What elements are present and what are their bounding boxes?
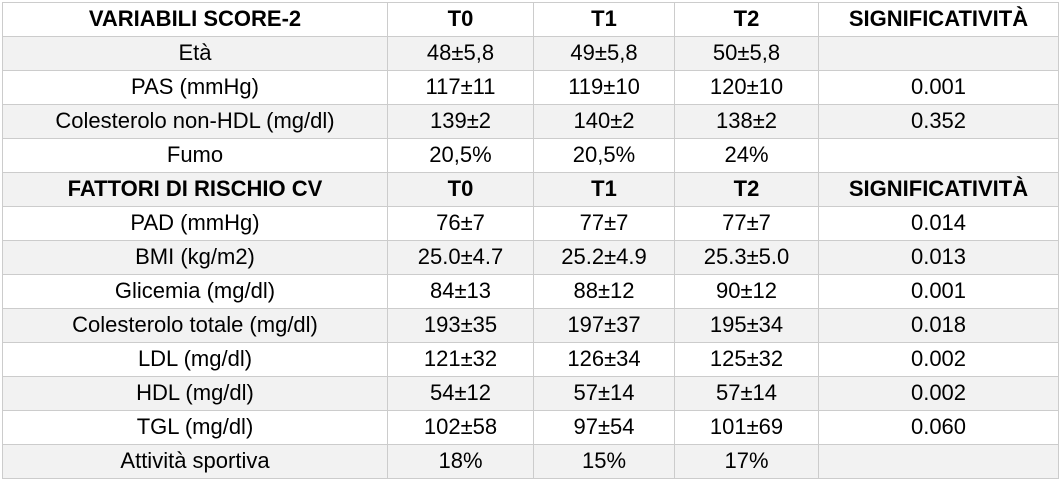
value-cell-t0: 48±5,8 xyxy=(387,36,534,71)
row-label-cell: Glicemia (mg/dl) xyxy=(2,274,388,309)
value-cell-t0: 117±11 xyxy=(387,70,534,105)
row-label-cell: BMI (kg/m2) xyxy=(2,240,388,275)
value-cell-sig xyxy=(818,36,1059,71)
value-cell-t1: 20,5% xyxy=(533,138,675,173)
table-row-ldl: LDL (mg/dl) 121±32 126±34 125±32 0.002 xyxy=(2,342,1059,377)
value-cell-t2: 24% xyxy=(674,138,819,173)
value-cell-sig: 0.352 xyxy=(818,104,1059,139)
table-container: VARIABILI SCORE-2 T0 T1 T2 SIGNIFICATIVI… xyxy=(2,2,1059,479)
header-t1: T1 xyxy=(533,2,675,37)
value-cell-sig: 0.001 xyxy=(818,70,1059,105)
value-cell-sig: 0.002 xyxy=(818,376,1059,411)
score2-table: VARIABILI SCORE-2 T0 T1 T2 SIGNIFICATIVI… xyxy=(2,2,1059,479)
table-row-bmi: BMI (kg/m2) 25.0±4.7 25.2±4.9 25.3±5.0 0… xyxy=(2,240,1059,275)
value-cell-t2: 138±2 xyxy=(674,104,819,139)
table-row-fumo: Fumo 20,5% 20,5% 24% xyxy=(2,138,1059,173)
value-cell-t0: 121±32 xyxy=(387,342,534,377)
header-t1: T1 xyxy=(533,172,675,207)
value-cell-t0: 18% xyxy=(387,444,534,479)
header-fattori-di-rischio-cv: FATTORI DI RISCHIO CV xyxy=(2,172,388,207)
table-row-glicemia: Glicemia (mg/dl) 84±13 88±12 90±12 0.001 xyxy=(2,274,1059,309)
value-cell-sig xyxy=(818,138,1059,173)
row-label-cell: PAS (mmHg) xyxy=(2,70,388,105)
row-label-cell: Fumo xyxy=(2,138,388,173)
value-cell-t1: 49±5,8 xyxy=(533,36,675,71)
value-cell-sig: 0.001 xyxy=(818,274,1059,309)
value-cell-t2: 90±12 xyxy=(674,274,819,309)
row-label-cell: HDL (mg/dl) xyxy=(2,376,388,411)
value-cell-t1: 15% xyxy=(533,444,675,479)
value-cell-sig: 0.013 xyxy=(818,240,1059,275)
value-cell-sig: 0.060 xyxy=(818,410,1059,445)
value-cell-t0: 84±13 xyxy=(387,274,534,309)
header-t2: T2 xyxy=(674,172,819,207)
value-cell-t1: 140±2 xyxy=(533,104,675,139)
value-cell-t1: 97±54 xyxy=(533,410,675,445)
header-significativita: SIGNIFICATIVITÀ xyxy=(818,2,1059,37)
row-label-cell: Colesterolo non-HDL (mg/dl) xyxy=(2,104,388,139)
value-cell-t1: 197±37 xyxy=(533,308,675,343)
row-label-cell: Età xyxy=(2,36,388,71)
table-row-attivita-sportiva: Attività sportiva 18% 15% 17% xyxy=(2,444,1059,479)
row-label-cell: Attività sportiva xyxy=(2,444,388,479)
row-label-cell: LDL (mg/dl) xyxy=(2,342,388,377)
value-cell-t1: 126±34 xyxy=(533,342,675,377)
table-header-row-fattori: FATTORI DI RISCHIO CV T0 T1 T2 SIGNIFICA… xyxy=(2,172,1059,207)
value-cell-sig: 0.002 xyxy=(818,342,1059,377)
table-row-colesterolo-totale: Colesterolo totale (mg/dl) 193±35 197±37… xyxy=(2,308,1059,343)
value-cell-t1: 25.2±4.9 xyxy=(533,240,675,275)
value-cell-t0: 76±7 xyxy=(387,206,534,241)
value-cell-t1: 88±12 xyxy=(533,274,675,309)
table-row-colesterolo-non-hdl: Colesterolo non-HDL (mg/dl) 139±2 140±2 … xyxy=(2,104,1059,139)
value-cell-t2: 101±69 xyxy=(674,410,819,445)
header-t0: T0 xyxy=(387,2,534,37)
value-cell-t0: 102±58 xyxy=(387,410,534,445)
value-cell-t2: 120±10 xyxy=(674,70,819,105)
value-cell-sig: 0.014 xyxy=(818,206,1059,241)
value-cell-t1: 119±10 xyxy=(533,70,675,105)
table-row-tgl: TGL (mg/dl) 102±58 97±54 101±69 0.060 xyxy=(2,410,1059,445)
table-row-eta: Età 48±5,8 49±5,8 50±5,8 xyxy=(2,36,1059,71)
header-significativita: SIGNIFICATIVITÀ xyxy=(818,172,1059,207)
value-cell-t0: 20,5% xyxy=(387,138,534,173)
value-cell-t2: 77±7 xyxy=(674,206,819,241)
header-t2: T2 xyxy=(674,2,819,37)
value-cell-t1: 77±7 xyxy=(533,206,675,241)
value-cell-sig: 0.018 xyxy=(818,308,1059,343)
header-t0: T0 xyxy=(387,172,534,207)
value-cell-t1: 57±14 xyxy=(533,376,675,411)
table-row-pad: PAD (mmHg) 76±7 77±7 77±7 0.014 xyxy=(2,206,1059,241)
value-cell-t0: 193±35 xyxy=(387,308,534,343)
value-cell-t2: 125±32 xyxy=(674,342,819,377)
table-row-hdl: HDL (mg/dl) 54±12 57±14 57±14 0.002 xyxy=(2,376,1059,411)
value-cell-t2: 25.3±5.0 xyxy=(674,240,819,275)
value-cell-t2: 50±5,8 xyxy=(674,36,819,71)
value-cell-t2: 17% xyxy=(674,444,819,479)
value-cell-sig xyxy=(818,444,1059,479)
value-cell-t0: 139±2 xyxy=(387,104,534,139)
row-label-cell: PAD (mmHg) xyxy=(2,206,388,241)
row-label-cell: TGL (mg/dl) xyxy=(2,410,388,445)
table-row-pas: PAS (mmHg) 117±11 119±10 120±10 0.001 xyxy=(2,70,1059,105)
value-cell-t2: 195±34 xyxy=(674,308,819,343)
header-variabili-score2: VARIABILI SCORE-2 xyxy=(2,2,388,37)
row-label-cell: Colesterolo totale (mg/dl) xyxy=(2,308,388,343)
table-header-row-variabili: VARIABILI SCORE-2 T0 T1 T2 SIGNIFICATIVI… xyxy=(2,2,1059,37)
value-cell-t0: 54±12 xyxy=(387,376,534,411)
value-cell-t2: 57±14 xyxy=(674,376,819,411)
value-cell-t0: 25.0±4.7 xyxy=(387,240,534,275)
